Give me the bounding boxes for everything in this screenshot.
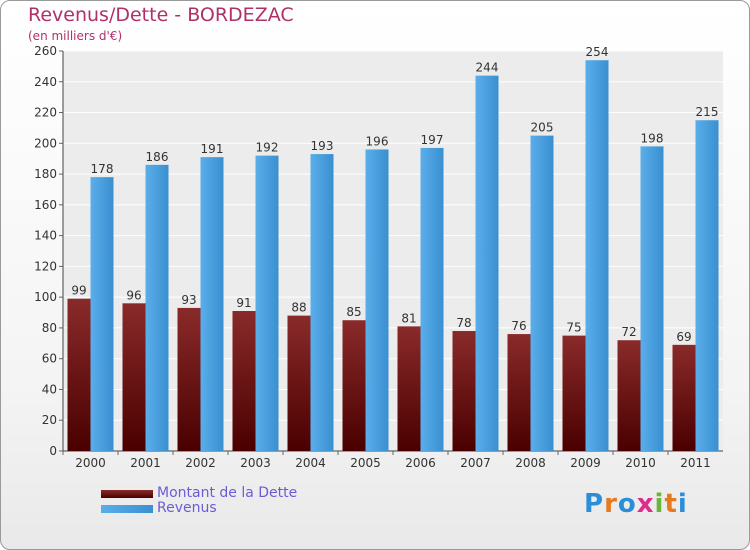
bar-revenue	[695, 120, 719, 451]
data-label-revenue: 244	[476, 61, 499, 75]
bar-revenue	[145, 164, 169, 451]
y-tick-label: 0	[49, 444, 57, 458]
data-label-debt: 85	[346, 305, 361, 319]
bar-debt	[177, 307, 201, 451]
data-label-revenue: 215	[696, 105, 719, 119]
bar-revenue	[640, 146, 664, 451]
x-tick-label: 2006	[405, 456, 436, 470]
data-label-debt: 76	[511, 319, 526, 333]
y-tick-label: 240	[34, 75, 57, 89]
data-label-revenue: 178	[91, 162, 114, 176]
logo-letter: P	[584, 489, 605, 519]
x-tick-label: 2009	[570, 456, 601, 470]
bar-revenue	[255, 155, 279, 451]
bar-debt	[397, 326, 421, 451]
data-label-debt: 81	[401, 311, 416, 325]
logo-letter: o	[617, 489, 637, 519]
y-tick-label: 180	[34, 167, 57, 181]
data-label-debt: 72	[621, 325, 636, 339]
data-label-revenue: 192	[256, 141, 279, 155]
bar-revenue	[365, 149, 389, 451]
y-tick-label: 20	[42, 413, 57, 427]
x-tick-label: 2000	[75, 456, 106, 470]
data-label-debt: 78	[456, 316, 471, 330]
x-tick-label: 2003	[240, 456, 271, 470]
bar-debt	[562, 335, 586, 451]
y-tick-label: 200	[34, 136, 57, 150]
bar-debt	[287, 315, 311, 451]
logo-letter: i	[654, 489, 665, 519]
legend-swatch-revenue	[101, 505, 153, 513]
bar-debt	[617, 340, 641, 451]
bar-debt	[232, 311, 256, 451]
bar-revenue	[530, 135, 554, 451]
data-label-debt: 96	[126, 288, 141, 302]
plot-area	[63, 51, 723, 451]
data-label-revenue: 196	[366, 134, 389, 148]
proxiti-logo: Proxiti	[584, 489, 688, 519]
y-tick-label: 80	[42, 321, 57, 335]
bar-revenue	[475, 75, 499, 451]
x-tick-label: 2008	[515, 456, 546, 470]
x-tick-label: 2005	[350, 456, 381, 470]
bar-revenue	[585, 60, 609, 451]
data-label-revenue: 198	[641, 131, 664, 145]
x-tick-label: 2001	[130, 456, 161, 470]
data-label-revenue: 193	[311, 139, 334, 153]
data-label-revenue: 197	[421, 133, 444, 147]
bar-revenue	[310, 154, 334, 452]
logo-letter: t	[664, 489, 678, 519]
y-tick-label: 40	[42, 382, 57, 396]
bar-debt	[672, 344, 696, 451]
data-label-debt: 93	[181, 293, 196, 307]
x-tick-label: 2011	[680, 456, 711, 470]
bar-revenue	[90, 177, 114, 451]
data-label-revenue: 186	[146, 150, 169, 164]
logo-letter: r	[604, 489, 618, 519]
data-label-debt: 75	[566, 321, 581, 335]
y-tick-label: 140	[34, 229, 57, 243]
data-label-revenue: 191	[201, 142, 224, 156]
data-label-revenue: 205	[531, 121, 554, 135]
bar-debt	[342, 320, 366, 451]
bar-debt	[452, 331, 476, 451]
chart-title: Revenus/Dette - BORDEZAC	[28, 4, 294, 26]
logo-letter: x	[636, 489, 655, 519]
x-tick-label: 2010	[625, 456, 656, 470]
bar-debt	[67, 298, 91, 451]
y-tick-label: 160	[34, 198, 57, 212]
bar-revenue	[200, 157, 224, 451]
y-tick-label: 120	[34, 259, 57, 273]
data-label-revenue: 254	[586, 45, 609, 59]
data-label-debt: 99	[71, 284, 86, 298]
legend-label-debt: Montant de la Dette	[157, 485, 298, 501]
x-tick-label: 2007	[460, 456, 491, 470]
legend-label-revenue: Revenus	[157, 500, 217, 516]
y-tick-label: 100	[34, 290, 57, 304]
bar-debt	[122, 303, 146, 451]
data-label-debt: 69	[676, 330, 691, 344]
y-tick-label: 220	[34, 106, 57, 120]
legend-swatch-debt	[101, 490, 153, 498]
x-tick-label: 2004	[295, 456, 326, 470]
data-label-debt: 91	[236, 296, 251, 310]
data-label-debt: 88	[291, 301, 306, 315]
bar-debt	[507, 334, 531, 451]
y-tick-label: 60	[42, 352, 57, 366]
x-tick-label: 2002	[185, 456, 216, 470]
y-tick-label: 260	[34, 44, 57, 58]
chart-subtitle: (en milliers d'€)	[28, 29, 123, 43]
logo-letter: i	[677, 489, 688, 519]
bar-revenue	[420, 147, 444, 451]
